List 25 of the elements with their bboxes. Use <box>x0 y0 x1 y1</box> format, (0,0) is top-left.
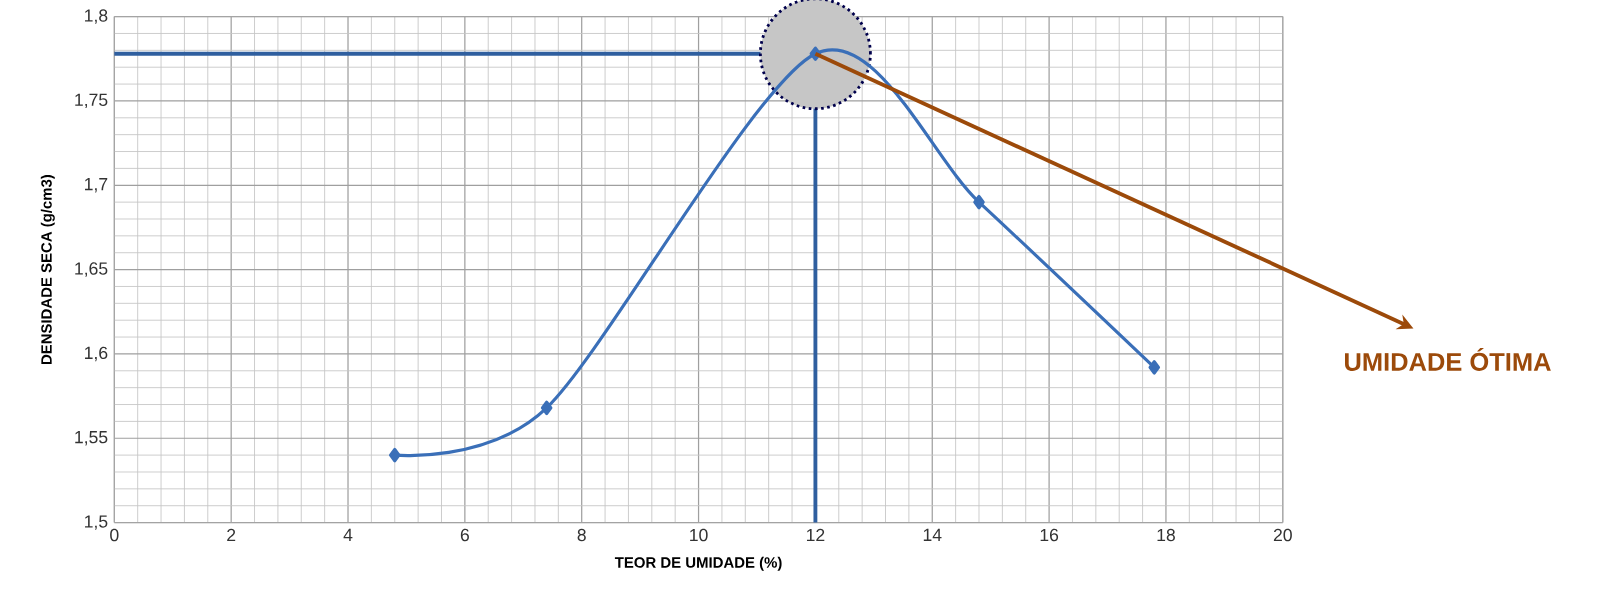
x-tick-label: 0 <box>110 528 119 542</box>
x-tick-label: 6 <box>460 528 469 542</box>
y-tick-label: 1,7 <box>85 178 108 193</box>
y-tick-label: 1,5 <box>85 515 108 530</box>
point <box>973 194 985 210</box>
point <box>540 400 553 416</box>
x-tick-label: 8 <box>577 528 586 542</box>
x-tick-label: 4 <box>343 528 353 541</box>
x-tick-label: 14 <box>923 528 942 541</box>
y-tick-label: 1,8 <box>85 9 108 24</box>
y-tick-label: 1,6 <box>85 346 108 362</box>
y-tick-label: 1,55 <box>75 431 108 446</box>
annotation: UMIDADE ÓTIMA <box>1345 348 1551 371</box>
x-tick-label: 2 <box>227 528 236 542</box>
y-axis-title: DENSIDADE SECA (g/cm3) <box>40 174 55 365</box>
x-tick-label: 12 <box>806 528 825 542</box>
point <box>1148 360 1161 375</box>
y-tick-label: 1,65 <box>75 262 108 277</box>
y-tick-label: 1,75 <box>75 93 108 109</box>
x-tick-label: 10 <box>690 528 708 542</box>
x-tick-label: 16 <box>1040 528 1059 542</box>
point <box>388 447 401 463</box>
x-axis-title: TEOR DE UMIDADE (%) <box>614 556 782 571</box>
x-tick-label: 20 <box>1273 528 1292 542</box>
x-tick-label: 18 <box>1157 528 1175 542</box>
